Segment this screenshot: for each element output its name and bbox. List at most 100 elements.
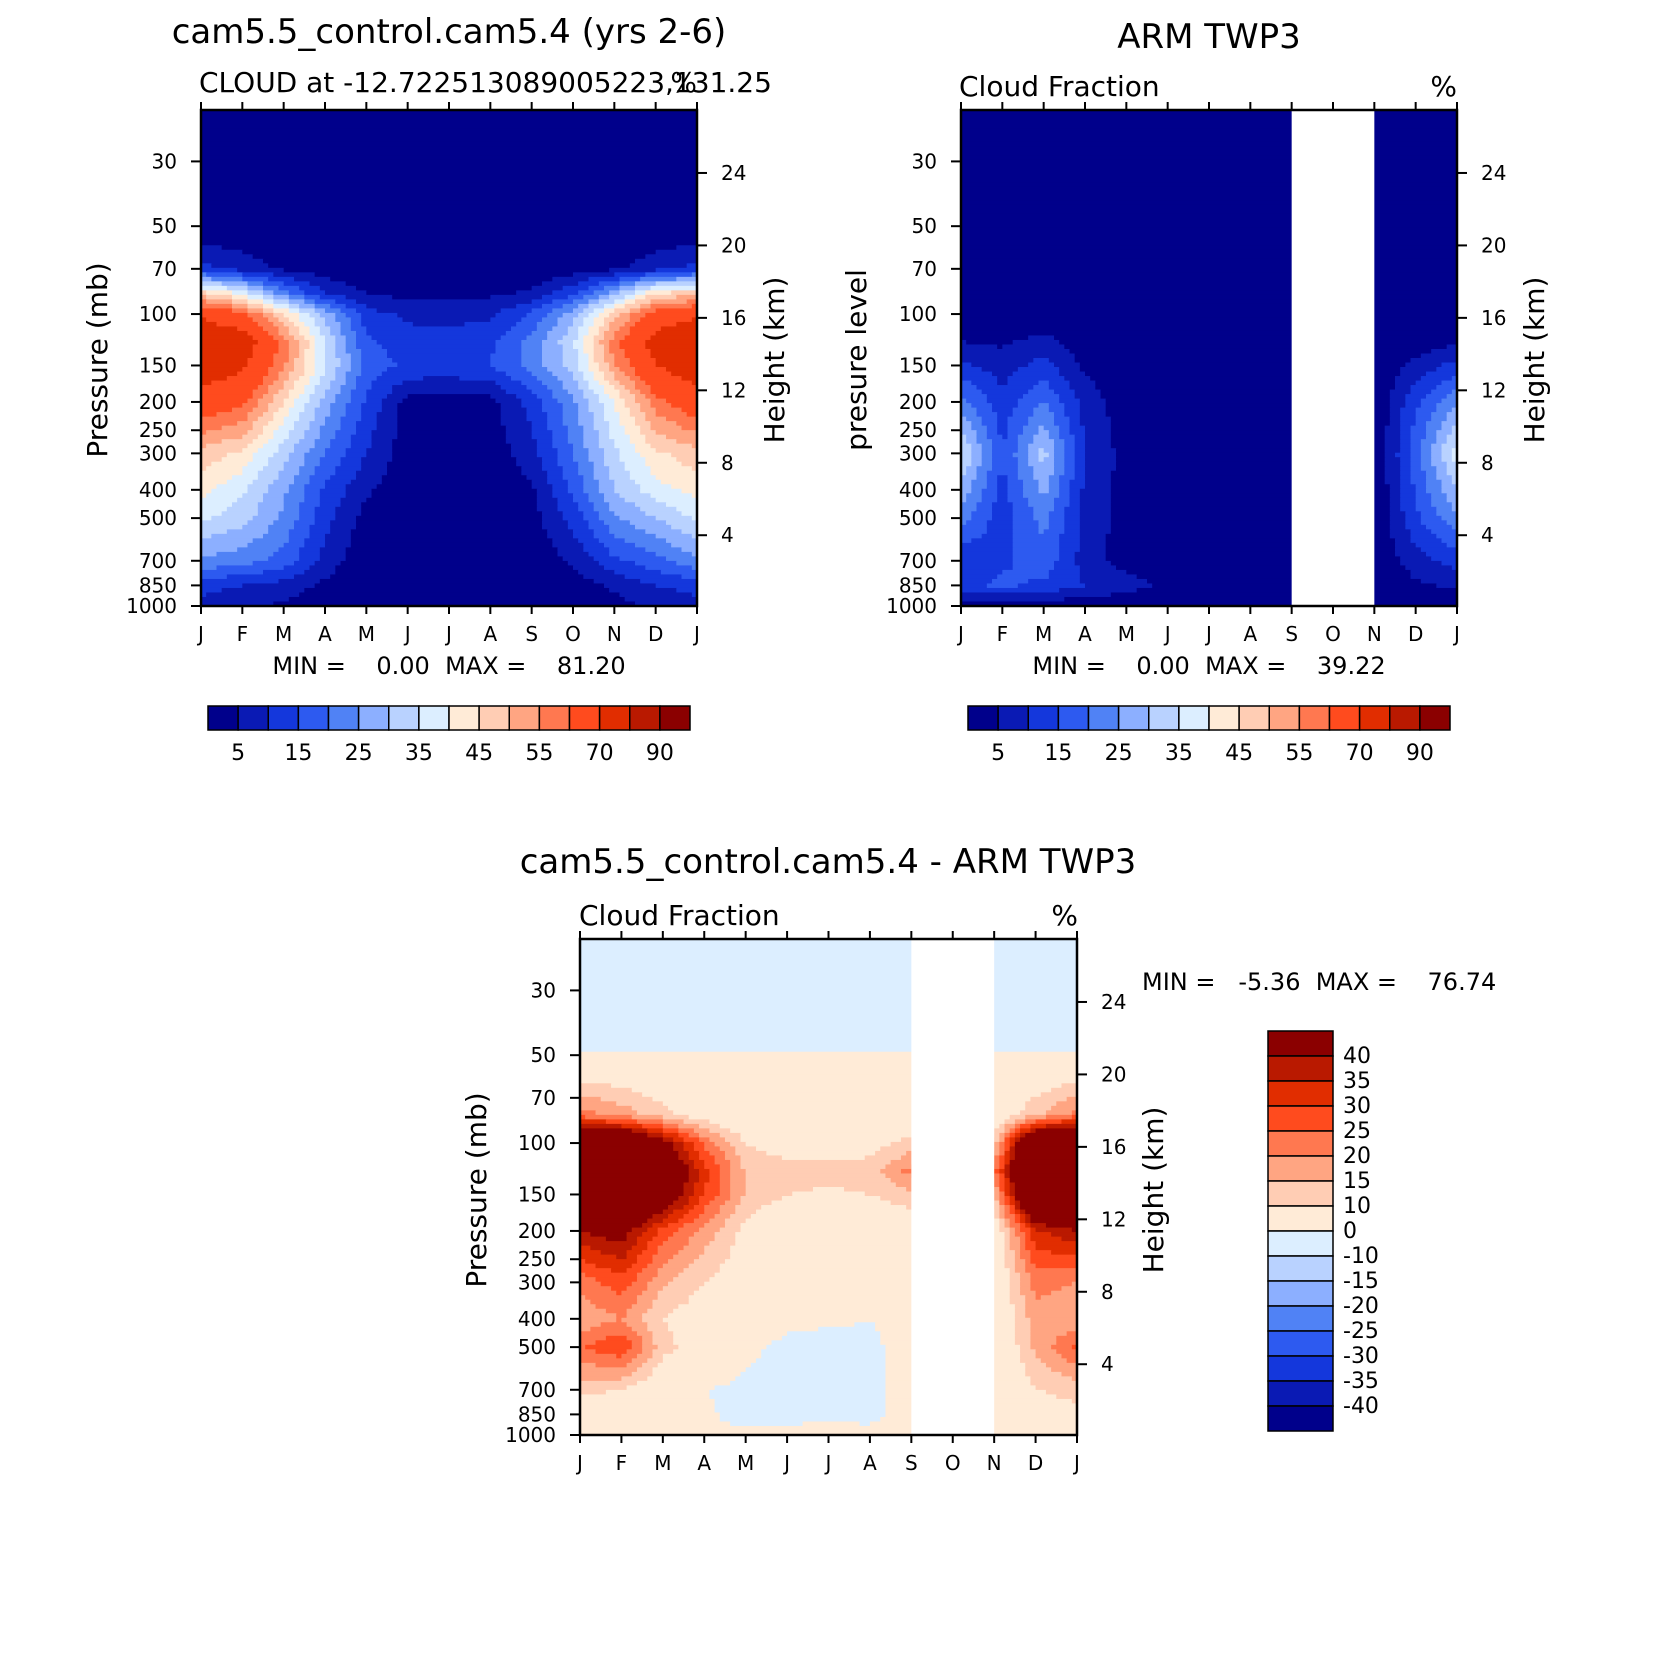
contour-cell bbox=[961, 146, 1458, 152]
contour-cell bbox=[511, 452, 538, 458]
contour-cell bbox=[314, 335, 326, 341]
contour-cell bbox=[1012, 520, 1040, 526]
contour-cell bbox=[1405, 515, 1422, 521]
contour-cell bbox=[704, 1164, 721, 1170]
contour-cell bbox=[345, 281, 543, 287]
contour-cell bbox=[252, 394, 264, 400]
contour-cell bbox=[994, 1168, 1000, 1175]
contour-cell bbox=[645, 434, 667, 440]
colorbar-label: 70 bbox=[1346, 741, 1374, 766]
x-tick-label: J bbox=[575, 1451, 583, 1475]
contour-cell bbox=[1020, 1358, 1042, 1364]
contour-cell bbox=[325, 339, 336, 346]
contour-cell bbox=[283, 416, 300, 422]
contour-cell bbox=[288, 308, 300, 314]
contour-cell bbox=[309, 565, 336, 571]
contour-cell bbox=[252, 452, 274, 458]
contour-cell bbox=[691, 303, 698, 309]
contour-cell bbox=[1017, 443, 1029, 449]
contour-cell bbox=[781, 1155, 866, 1161]
contour-cell bbox=[325, 353, 336, 359]
contour-cell bbox=[288, 294, 305, 300]
contour-cell bbox=[604, 376, 615, 382]
contour-cell bbox=[660, 569, 698, 576]
contour-cell bbox=[992, 506, 1014, 512]
x-tick-label: J bbox=[1204, 622, 1212, 646]
contour-cell bbox=[671, 452, 698, 458]
contour-cell bbox=[578, 403, 590, 409]
contour-cell bbox=[1451, 457, 1458, 463]
contour-cell bbox=[635, 294, 646, 300]
contour-cell bbox=[719, 1227, 742, 1233]
contour-cell bbox=[992, 511, 1014, 517]
contour-cell bbox=[986, 479, 998, 485]
contour-cell bbox=[371, 380, 404, 386]
contour-cell bbox=[1389, 421, 1401, 427]
contour-cell bbox=[335, 511, 362, 517]
contour-cell bbox=[580, 1065, 1078, 1071]
contour-cell bbox=[1446, 412, 1458, 418]
contour-cell bbox=[531, 484, 553, 490]
contour-cell bbox=[626, 1286, 648, 1292]
contour-cell bbox=[531, 421, 548, 427]
contour-cell bbox=[1054, 389, 1076, 395]
contour-cell bbox=[1116, 457, 1386, 463]
contour-cell bbox=[1110, 430, 1386, 436]
contour-cell bbox=[1395, 542, 1417, 548]
contour-cell bbox=[600, 1096, 654, 1102]
contour-cell bbox=[1030, 1380, 1078, 1386]
contour-cell bbox=[588, 520, 605, 526]
missing-data-gap bbox=[911, 939, 995, 1435]
contour-cell bbox=[304, 290, 326, 296]
contour-cell bbox=[1064, 443, 1076, 449]
contour-cell bbox=[531, 430, 553, 436]
contour-cell bbox=[366, 398, 383, 404]
contour-cell bbox=[709, 1173, 721, 1179]
contour-cell bbox=[609, 506, 641, 512]
contour-cell bbox=[616, 1290, 623, 1296]
contour-cell bbox=[1009, 1218, 1016, 1224]
x-tick-label: J bbox=[1072, 1451, 1080, 1475]
contour-cell bbox=[598, 312, 610, 319]
contour-cell bbox=[619, 452, 641, 458]
contour-cell bbox=[392, 358, 491, 364]
contour-cell bbox=[314, 317, 326, 323]
contour-cell bbox=[1389, 533, 1412, 539]
contour-cell bbox=[309, 281, 347, 287]
contour-cell bbox=[562, 556, 595, 562]
contour-cell bbox=[1004, 1159, 1011, 1166]
contour-cell bbox=[1048, 380, 1071, 386]
contour-cell bbox=[671, 403, 698, 409]
contour-cell bbox=[631, 1371, 654, 1377]
contour-cell bbox=[631, 1105, 669, 1111]
contour-cell bbox=[583, 348, 595, 355]
contour-cell bbox=[1085, 439, 1112, 445]
contour-cell bbox=[609, 587, 677, 594]
contour-cell bbox=[314, 348, 326, 355]
contour-cell bbox=[1059, 398, 1081, 404]
contour-cell bbox=[735, 1146, 757, 1152]
contour-cell bbox=[642, 1290, 659, 1296]
contour-cell bbox=[1451, 389, 1458, 395]
contour-cell bbox=[673, 1137, 685, 1143]
contour-cell bbox=[629, 263, 688, 269]
contour-cell bbox=[719, 1191, 731, 1197]
contour-cell bbox=[1436, 403, 1458, 409]
contour-cell bbox=[273, 299, 290, 305]
contour-cell bbox=[573, 457, 590, 463]
contour-cell bbox=[642, 1313, 669, 1319]
contour-cell bbox=[268, 457, 290, 463]
contour-cell bbox=[335, 565, 574, 571]
contour-cell bbox=[201, 416, 249, 422]
colorbar-swatch bbox=[1267, 1330, 1334, 1357]
contour-cell bbox=[325, 394, 336, 400]
contour-cell bbox=[992, 452, 1014, 458]
contour-cell bbox=[961, 303, 1458, 309]
contour-cell bbox=[201, 587, 223, 594]
contour-cell bbox=[580, 1105, 633, 1111]
contour-cell bbox=[294, 367, 305, 373]
contour-cell bbox=[242, 403, 259, 409]
contour-cell bbox=[340, 497, 367, 503]
contour-cell bbox=[252, 335, 274, 341]
contour-cell bbox=[645, 272, 693, 278]
